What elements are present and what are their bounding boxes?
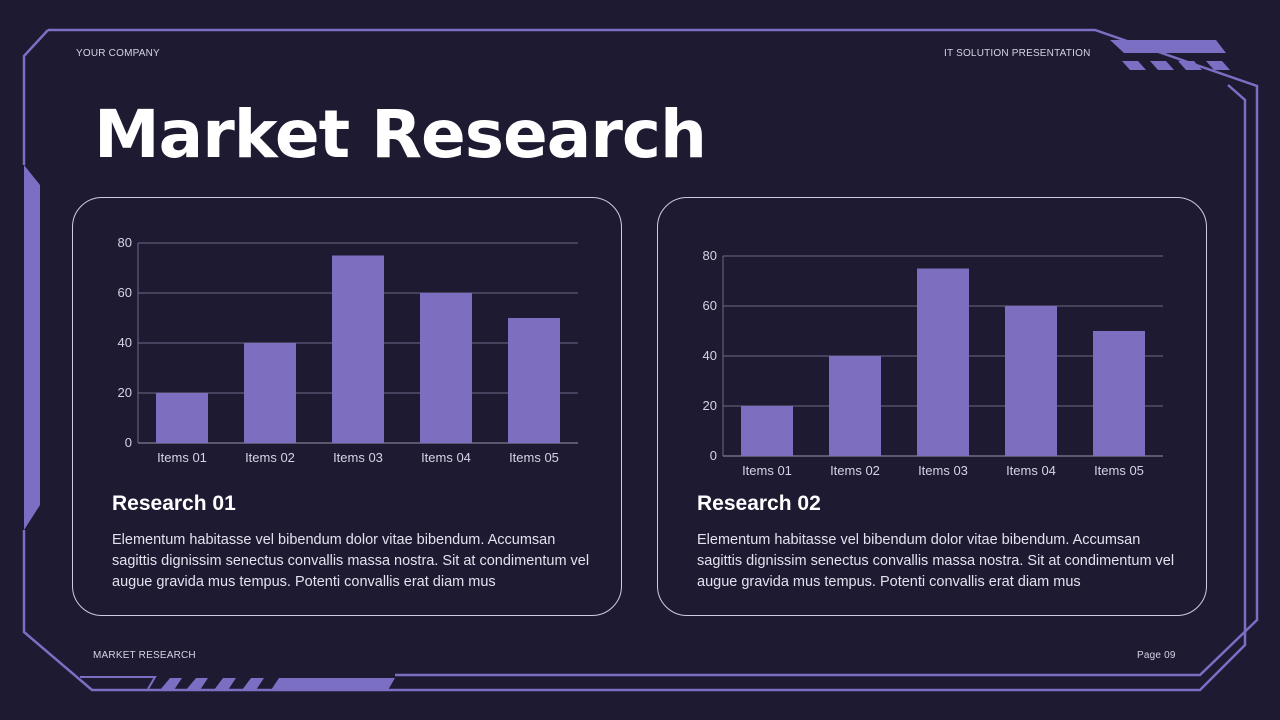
research-card-1: 0 20 40 60 80 Items 01 Items 02 Items 03 Items 0…	[72, 197, 622, 616]
bar	[1005, 306, 1057, 456]
company-name: YOUR COMPANY	[76, 48, 160, 59]
page-number: Page 09	[1137, 650, 1176, 661]
bar	[244, 343, 296, 443]
y-tick-label: 20	[703, 398, 717, 413]
bar	[508, 318, 560, 443]
card-heading: Research 01	[112, 492, 236, 515]
x-tick-label: Items 01	[157, 450, 207, 465]
y-tick-label: 40	[703, 348, 717, 363]
card-body: Elementum habitasse vel bibendum dolor v…	[112, 532, 590, 590]
presentation-name: IT SOLUTION PRESENTATION	[944, 48, 1091, 59]
y-tick-label: 80	[118, 235, 132, 250]
bar	[1093, 331, 1145, 456]
card-body: Elementum habitasse vel bibendum dolor v…	[697, 532, 1175, 590]
bar	[741, 406, 793, 456]
y-tick-label: 40	[118, 335, 132, 350]
y-tick-label: 20	[118, 385, 132, 400]
bar-chart-2: 0 20 40 60 80 Items 01 Items 02 Items 03 Items 0…	[703, 248, 1163, 478]
x-tick-label: Items 03	[333, 450, 383, 465]
x-tick-label: Items 03	[918, 463, 968, 478]
research-card-2: 0 20 40 60 80 Items 01 Items 02 Items 03 Items 0…	[657, 197, 1207, 616]
x-tick-label: Items 01	[742, 463, 792, 478]
x-tick-label: Items 04	[421, 450, 471, 465]
page-title: Market Research	[94, 96, 707, 173]
x-tick-label: Items 02	[830, 463, 880, 478]
y-tick-label: 60	[703, 298, 717, 313]
card-heading: Research 02	[697, 492, 821, 515]
bar	[332, 255, 384, 443]
x-tick-label: Items 04	[1006, 463, 1056, 478]
bar	[917, 268, 969, 456]
y-tick-label: 0	[710, 448, 717, 463]
y-tick-label: 80	[703, 248, 717, 263]
y-tick-label: 60	[118, 285, 132, 300]
footer-section: MARKET RESEARCH	[93, 650, 196, 661]
bar	[156, 393, 208, 443]
x-tick-label: Items 05	[509, 450, 559, 465]
x-tick-label: Items 05	[1094, 463, 1144, 478]
bar	[420, 293, 472, 443]
bar-chart-1: 0 20 40 60 80 Items 01 Items 02 Items 03 Items 0…	[118, 235, 578, 465]
y-tick-label: 0	[125, 435, 132, 450]
bar	[829, 356, 881, 456]
x-tick-label: Items 02	[245, 450, 295, 465]
